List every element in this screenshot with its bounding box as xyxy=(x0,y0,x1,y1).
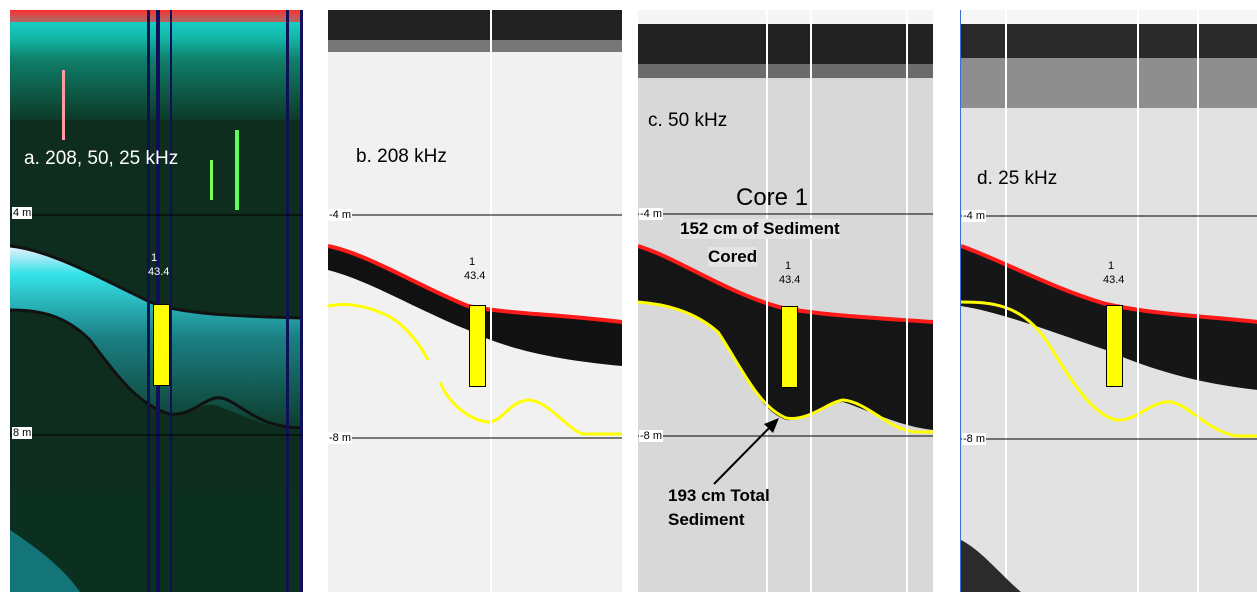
panel-b-label: b. 208 kHz xyxy=(356,146,447,167)
site-number: 1 xyxy=(785,260,792,272)
core-title: Core 1 xyxy=(736,184,809,211)
echogram-panel-208khz: b. 208 kHz -4 m -8 m 1 43.4 xyxy=(328,10,622,592)
depth-label-upper: -4 m xyxy=(328,209,352,221)
echogram-panel-combined: a. 208, 50, 25 kHz 4 m 8 m 1 43.4 xyxy=(10,10,303,592)
echogram-panel-50khz: c. 50 kHz Core 1 152 cm of Sediment Core… xyxy=(638,10,933,592)
site-value: 43.4 xyxy=(1103,274,1125,286)
depth-label-lower: -8 m xyxy=(639,430,663,442)
depth-label-lower: -8 m xyxy=(328,432,352,444)
site-number: 1 xyxy=(469,256,476,268)
echogram-combined-image xyxy=(10,10,303,592)
depth-label-upper: -4 m xyxy=(962,210,986,222)
total-sediment-line1: 193 cm Total xyxy=(668,486,770,505)
depth-label-lower: -8 m xyxy=(962,433,986,445)
panel-d-label: d. 25 kHz xyxy=(977,168,1058,189)
site-value: 43.4 xyxy=(779,274,801,286)
site-number: 1 xyxy=(151,252,158,264)
site-value: 43.4 xyxy=(148,266,170,278)
panel-a-label: a. 208, 50, 25 kHz xyxy=(24,148,179,169)
echogram-25khz-image xyxy=(961,10,1257,592)
cored-length-line1: 152 cm of Sediment xyxy=(680,219,840,239)
site-number: 1 xyxy=(1108,260,1115,272)
site-value: 43.4 xyxy=(464,270,486,282)
panel-c-label: c. 50 kHz xyxy=(648,110,728,131)
core-marker xyxy=(781,306,798,388)
echogram-208khz-image xyxy=(328,10,622,592)
core-marker xyxy=(469,305,486,387)
depth-label-upper: -4 m xyxy=(639,208,663,220)
echogram-panel-25khz: d. 25 kHz -4 m -8 m 1 43.4 xyxy=(960,10,1257,592)
total-sediment-line2: Sediment xyxy=(668,510,745,529)
depth-label-lower: 8 m xyxy=(12,427,33,439)
core-marker xyxy=(153,304,170,386)
core-marker xyxy=(1106,305,1123,387)
cored-length-line2: Cored xyxy=(708,247,758,267)
depth-label-upper: 4 m xyxy=(12,207,33,219)
